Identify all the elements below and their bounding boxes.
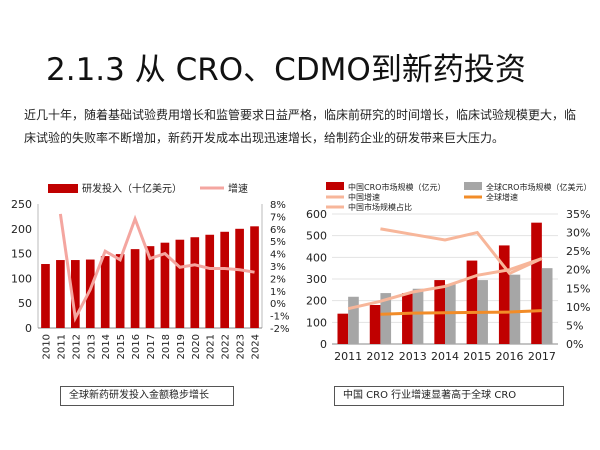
y-right-tick-label: 25%	[566, 245, 590, 258]
global-rd-investment-svg: 0 50 100 150 200 250 -2%-1% 0%1% 2%3%4% 5%6% 7%8% 2…	[0, 170, 300, 375]
global-rd-investment-chart: 0 50 100 150 200 250 -2% -1% 0% 1% 2% 3% 4% 5% 6% 7% 8% 2…	[0, 170, 300, 375]
y-right-tick-label: 8%	[270, 200, 286, 211]
x-tick-label: 2020	[191, 334, 202, 359]
y-right-tick-label: 20%	[566, 264, 590, 277]
y-right-tick-label: 7%	[270, 212, 286, 223]
y-left-tick-label: 0	[320, 338, 327, 351]
x-tick-label: 2014	[101, 334, 112, 359]
legend-label-rd-investment: 研发投入（十亿美元）	[82, 182, 182, 195]
y-right-tick-label: 30%	[566, 227, 590, 240]
bar-global-cro-market	[348, 297, 359, 344]
y-left-tick-label: 600	[306, 208, 327, 221]
bar-global-cro-market	[542, 268, 553, 344]
y-left-tick-label: 300	[306, 273, 327, 286]
bar-rd-investment	[176, 240, 185, 328]
y-right-tick-label: 10%	[566, 301, 590, 314]
intro-paragraph: 近几十年，随着基础试验费用增长和监管要求日益严格，临床前研究的时间增长，临床试验…	[24, 104, 580, 150]
bar-rd-investment	[56, 260, 65, 328]
bar-china-cro-market	[467, 261, 478, 344]
x-tick-label: 2017	[146, 334, 157, 359]
y-right-tick-label: 3%	[270, 262, 286, 273]
y-right-tick-label: -2%	[270, 324, 289, 335]
bar-rd-investment	[131, 249, 140, 328]
y-right-tick-label: 5%	[270, 237, 286, 248]
x-tick-label: 2022	[221, 334, 232, 359]
legend-label-growth-rate: 增速	[228, 182, 248, 195]
x-tick-label: 2014	[431, 350, 459, 363]
x-tick-label: 2017	[528, 350, 556, 363]
y-right-tick-label: 5%	[566, 319, 583, 332]
x-tick-label: 2024	[251, 334, 262, 359]
bar-china-cro-market	[402, 293, 413, 344]
y-left-tick-label: 500	[306, 230, 327, 243]
bar-china-cro-market	[531, 223, 542, 344]
x-tick-label: 2019	[176, 334, 187, 359]
y-right-tick-label: 35%	[566, 208, 590, 221]
bar-rd-investment	[220, 232, 229, 328]
bar-rd-investment	[235, 229, 244, 328]
legend-label-china-cro-market: 中国CRO市场规模（亿元）	[348, 182, 445, 192]
x-tick-label: 2013	[399, 350, 427, 363]
y-right-tick-label: 6%	[270, 225, 286, 236]
bar-rd-investment	[190, 237, 199, 328]
x-tick-label: 2016	[496, 350, 524, 363]
x-tick-label: 2013	[86, 334, 97, 359]
x-tick-label: 2012	[366, 350, 394, 363]
legend-label-global-cro-market: 全球CRO市场规模（亿美元）	[486, 182, 591, 192]
y-right-tick-label: 2%	[270, 274, 286, 285]
y-left-tick-label: 200	[306, 295, 327, 308]
y-right-tick-label: 0%	[566, 338, 583, 351]
y-right-tick-label: -1%	[270, 312, 289, 323]
bar-rd-investment	[41, 264, 50, 328]
y-left-tick-label: 400	[306, 251, 327, 264]
legend-label-global-growth: 全球增速	[486, 192, 518, 202]
y-right-tick-label: 1%	[270, 287, 286, 298]
bar-global-cro-market	[413, 289, 424, 344]
bar-rd-investment	[116, 254, 125, 328]
x-tick-label: 2011	[334, 350, 362, 363]
legend-swatch-rd-investment	[48, 184, 78, 193]
x-tick-label: 2015	[463, 350, 491, 363]
x-tick-label: 2012	[71, 334, 82, 359]
bar-rd-investment	[250, 226, 259, 328]
y-left-tick-label: 200	[11, 223, 32, 236]
right-chart-caption: 中国 CRO 行业增速显著高于全球 CRO	[334, 386, 564, 406]
x-tick-label: 2010	[41, 334, 52, 359]
y-left-tick-label: 0	[25, 322, 32, 335]
bar-china-cro-market	[370, 305, 381, 344]
x-tick-label: 2011	[56, 334, 67, 359]
bar-rd-investment	[101, 256, 110, 328]
x-tick-label: 2016	[131, 334, 142, 359]
y-left-tick-label: 50	[18, 297, 32, 310]
y-right-tick-label: 0%	[270, 299, 286, 310]
cro-market-svg: 0 100 200 300 400 500 600 0% 5% 10% 15% 20% 25% 30% 35…	[300, 170, 600, 375]
left-chart-caption: 全球新药研发投入金额稳步增长	[60, 386, 234, 406]
bar-rd-investment	[205, 235, 214, 328]
legend-label-china-market-share: 中国市场规模占比	[348, 202, 412, 212]
cro-market-chart: 0 100 200 300 400 500 600 0% 5% 10% 15% 20% 25% 30% 35…	[300, 170, 600, 375]
y-left-tick-label: 150	[11, 248, 32, 261]
bar-china-cro-market	[337, 314, 348, 344]
legend-swatch-china-cro-market	[326, 182, 344, 190]
legend-label-china-growth: 中国增速	[348, 192, 380, 202]
x-tick-label: 2023	[236, 334, 247, 359]
x-tick-label: 2015	[116, 334, 127, 359]
y-left-tick-label: 100	[306, 316, 327, 329]
x-tick-label: 2021	[206, 334, 217, 359]
y-right-tick-label: 15%	[566, 282, 590, 295]
page-title: 2.1.3 从 CRO、CDMO到新药投资	[46, 44, 526, 89]
legend-swatch-global-cro-market	[464, 182, 482, 190]
x-tick-label: 2018	[161, 334, 172, 359]
y-left-tick-label: 100	[11, 272, 32, 285]
y-right-tick-label: 4%	[270, 250, 286, 261]
bar-global-cro-market	[510, 275, 521, 344]
y-left-tick-label: 250	[11, 198, 32, 211]
